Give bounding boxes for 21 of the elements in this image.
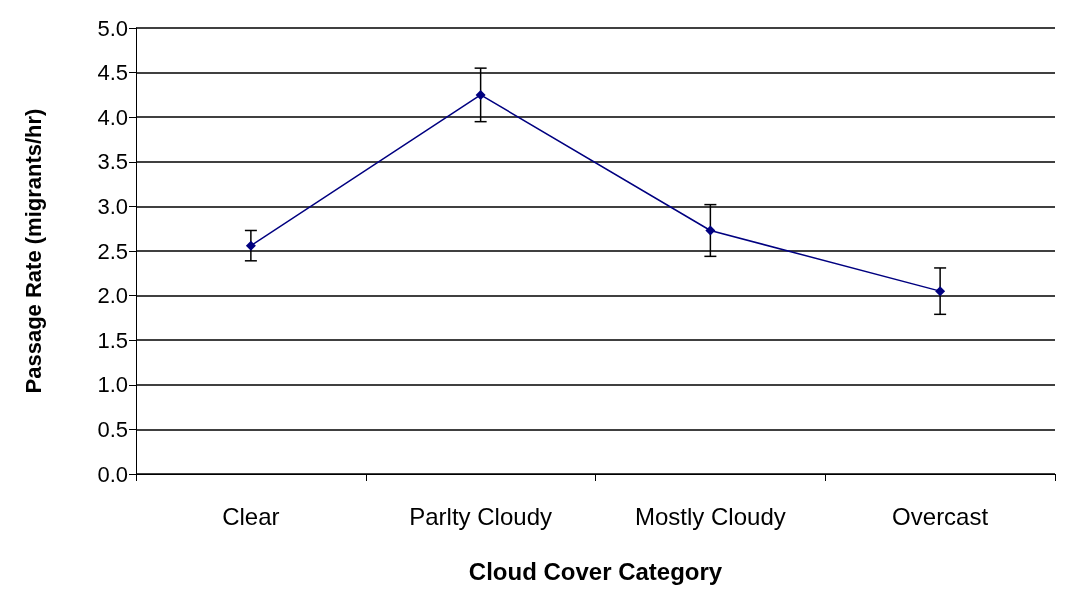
x-tick-label: Overcast [892,502,989,530]
y-tick-label: 4.5 [97,60,128,86]
y-tick-label: 0.0 [97,461,128,487]
y-tick-label: 0.5 [97,416,128,442]
x-tick-label: Mostly Cloudy [635,502,786,530]
y-tick-label: 2.0 [97,283,128,309]
y-tick-label: 1.5 [97,327,128,353]
y-tick-label: 3.5 [97,149,128,175]
y-tick-label: 5.0 [97,15,128,41]
point [705,225,716,236]
x-tick-label: Clear [222,502,280,530]
x-tick-label: Parlty Cloudy [409,502,552,530]
y-tick-label: 2.5 [97,238,128,264]
y-axis-title: Passage Rate (migrants/hr) [20,108,46,394]
point [475,89,486,100]
x-axis-title: Cloud Cover Category [468,557,723,585]
y-tick-label: 4.0 [97,104,128,130]
point [245,240,256,251]
y-tick-label: 1.0 [97,372,128,398]
point [935,286,946,297]
y-tick-label: 3.0 [97,193,128,219]
